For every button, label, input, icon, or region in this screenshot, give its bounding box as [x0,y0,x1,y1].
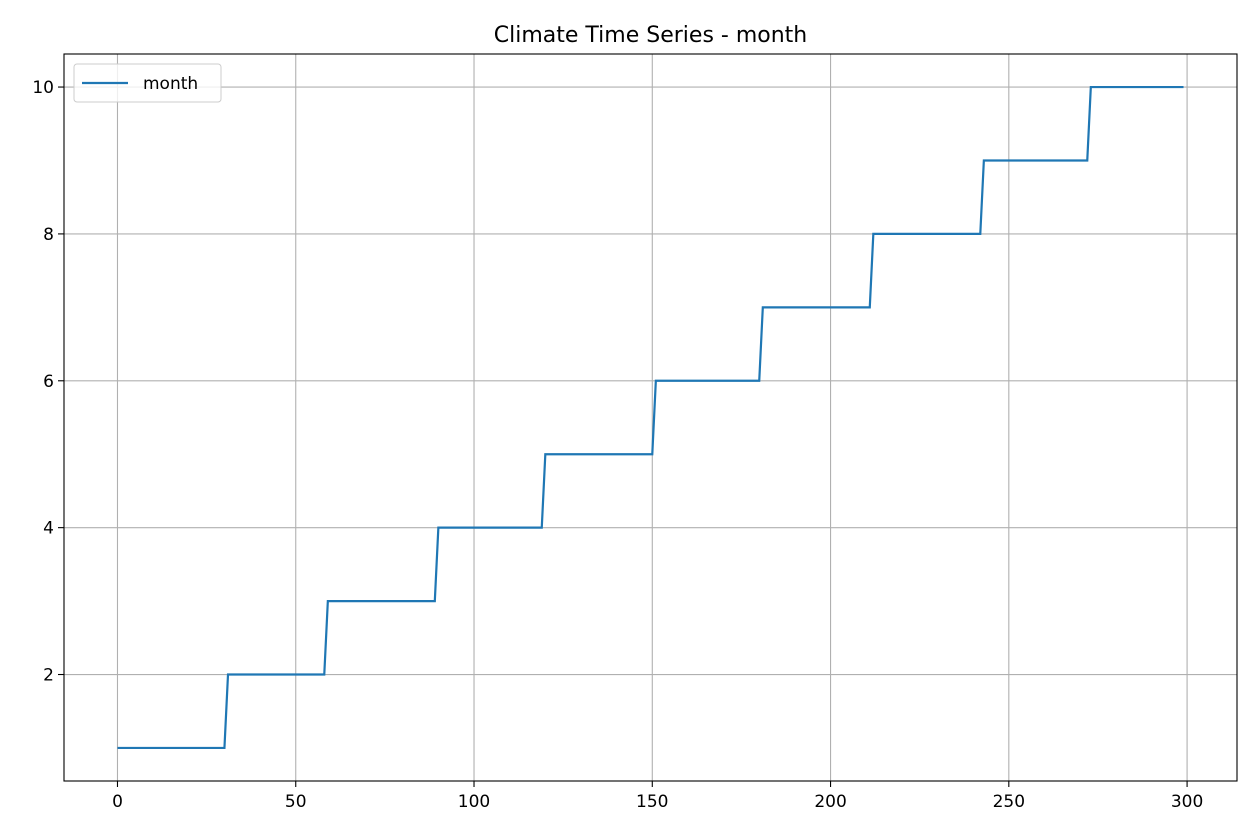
chart-title: Climate Time Series - month [494,23,807,48]
series-line-month [117,85,1184,750]
axes-frame [63,53,1238,782]
x-tick-label: 250 [993,792,1025,812]
series-layer [117,85,1184,750]
y-tick-label: 10 [32,78,54,98]
y-tick-label: 2 [43,666,54,686]
y-tick-label: 4 [43,519,54,539]
x-tick-label: 100 [458,792,490,812]
legend: month [73,63,222,103]
grid-lines [64,54,1237,781]
legend-label: month [143,74,198,94]
y-tick-label: 6 [43,372,54,392]
x-tick-label: 150 [636,792,668,812]
x-tick-label: 300 [1171,792,1203,812]
legend-box [73,63,222,103]
x-tick-label: 50 [285,792,307,812]
x-tick-label: 0 [112,792,123,812]
axis-ticks: 0 50 100 150 200 250 300 2 4 6 8 10 [32,78,1203,812]
x-tick-label: 200 [814,792,846,812]
y-tick-label: 8 [43,225,54,245]
